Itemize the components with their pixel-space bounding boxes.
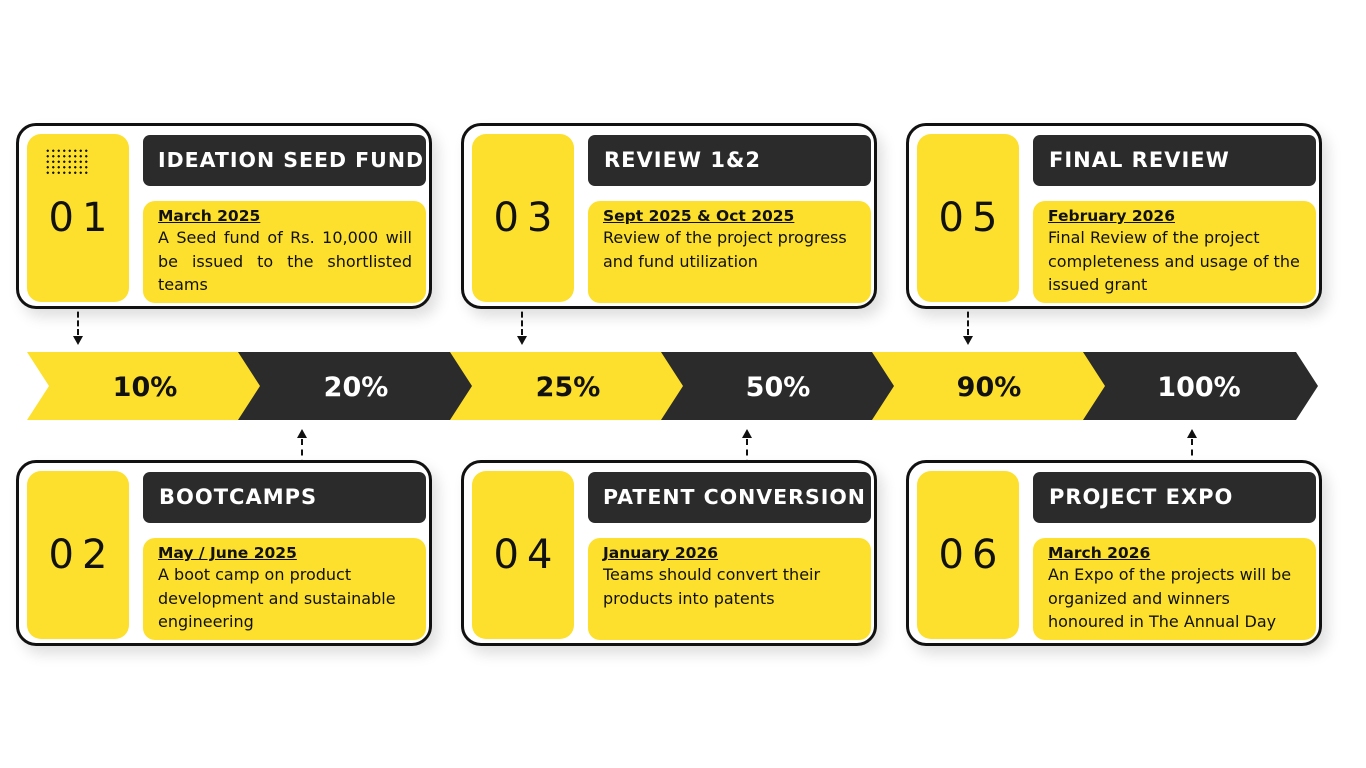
step-description: A Seed fund of Rs. 10,000 will be issued… <box>158 228 412 294</box>
step-description-box: May / June 2025 A boot camp on product d… <box>143 538 426 640</box>
chevron-label-5: 90% <box>957 372 1022 403</box>
step-card-06: 06 PROJECT EXPO March 2026 An Expo of th… <box>906 460 1322 646</box>
step-number-box: 01 <box>27 134 129 302</box>
step-date: Sept 2025 & Oct 2025 <box>603 207 795 225</box>
step-date: January 2026 <box>603 544 719 562</box>
chevron-4 <box>661 352 896 420</box>
step-number-box: 06 <box>917 471 1019 639</box>
step-description-box: Sept 2025 & Oct 2025 Review of the proje… <box>588 201 871 303</box>
step-description-box: March 2026 An Expo of the projects will … <box>1033 538 1316 640</box>
step-number-box: 04 <box>472 471 574 639</box>
chevron-label-3: 25% <box>536 372 601 403</box>
step-description: A boot camp on product development and s… <box>158 565 396 631</box>
connector-05 <box>967 303 969 335</box>
step-title: IDEATION SEED FUND <box>143 135 426 186</box>
step-date: February 2026 <box>1048 207 1175 225</box>
step-number: 05 <box>938 195 1006 241</box>
chevron-label-2: 20% <box>324 372 389 403</box>
step-card-01: 01 IDEATION SEED FUND March 2025 A Seed … <box>16 123 432 309</box>
step-number: 02 <box>48 532 116 578</box>
step-description: An Expo of the projects will be organize… <box>1048 565 1292 631</box>
step-number-box: 03 <box>472 134 574 302</box>
step-description: Review of the project progress and fund … <box>603 228 847 271</box>
step-card-02: 02 BOOTCAMPS May / June 2025 A boot camp… <box>16 460 432 646</box>
step-description-box: February 2026 Final Review of the projec… <box>1033 201 1316 303</box>
arrow-down-icon <box>963 336 973 345</box>
chevron-label-1: 10% <box>113 372 178 403</box>
step-title: PATENT CONVERSION <box>588 472 871 523</box>
step-card-03: 03 REVIEW 1&2 Sept 2025 & Oct 2025 Revie… <box>461 123 877 309</box>
step-number-box: 05 <box>917 134 1019 302</box>
arrow-up-icon <box>742 429 752 438</box>
step-title: PROJECT EXPO <box>1033 472 1316 523</box>
step-description-box: January 2026 Teams should convert their … <box>588 538 871 640</box>
chevron-1 <box>27 352 262 420</box>
step-date: March 2025 <box>158 207 261 225</box>
dot-grid-decoration <box>45 148 89 174</box>
step-description: Teams should convert their products into… <box>603 565 821 608</box>
step-title: REVIEW 1&2 <box>588 135 871 186</box>
step-card-04: 04 PATENT CONVERSION January 2026 Teams … <box>461 460 877 646</box>
chevron-label-6: 100% <box>1157 372 1240 403</box>
step-date: March 2026 <box>1048 544 1151 562</box>
step-number-box: 02 <box>27 471 129 639</box>
connector-03 <box>521 303 523 335</box>
step-number: 04 <box>493 532 561 578</box>
arrow-down-icon <box>73 336 83 345</box>
chevron-label-4: 50% <box>746 372 811 403</box>
arrow-up-icon <box>1187 429 1197 438</box>
chevron-6 <box>1083 352 1318 420</box>
step-number: 01 <box>48 195 116 241</box>
arrow-up-icon <box>297 429 307 438</box>
step-number: 03 <box>493 195 561 241</box>
step-card-05: 05 FINAL REVIEW February 2026 Final Revi… <box>906 123 1322 309</box>
step-description-box: March 2025 A Seed fund of Rs. 10,000 wil… <box>143 201 426 303</box>
step-title: BOOTCAMPS <box>143 472 426 523</box>
chevron-2 <box>238 352 474 420</box>
step-description: Final Review of the project completeness… <box>1048 228 1300 294</box>
step-title: FINAL REVIEW <box>1033 135 1316 186</box>
chevron-5 <box>872 352 1107 420</box>
arrow-down-icon <box>517 336 527 345</box>
connector-01 <box>77 303 79 335</box>
step-date: May / June 2025 <box>158 544 297 562</box>
progress-chevron-band: 10% 20% 25% 50% 90% 100% <box>27 352 1318 420</box>
chevron-3 <box>450 352 685 420</box>
step-number: 06 <box>938 532 1006 578</box>
